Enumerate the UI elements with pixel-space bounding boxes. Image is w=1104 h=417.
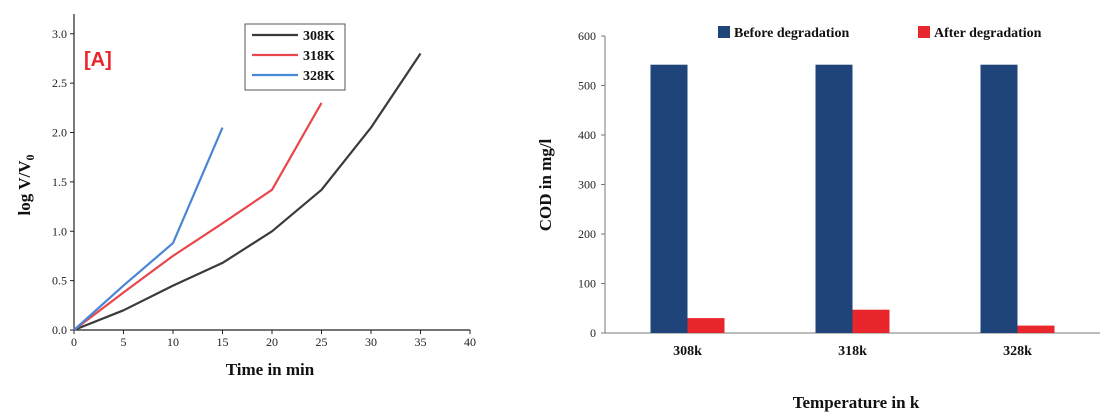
legend-label: Before degradation — [734, 26, 849, 41]
bar-chart-legend: Before degradation After degradation — [718, 26, 1042, 41]
legend-label: 318K — [303, 49, 335, 64]
x-tick-label: 35 — [415, 335, 427, 349]
y-axis-title-subscript: 0 — [23, 155, 37, 161]
y-tick-label: 600 — [578, 29, 596, 43]
bar-chart-bars: 308k 318k 328k — [650, 64, 1055, 359]
x-tick-label: 30 — [365, 335, 377, 349]
y-tick-label: 0.5 — [52, 274, 67, 288]
legend-label: 308K — [303, 29, 335, 44]
x-category-label: 328k — [1003, 344, 1032, 359]
x-tick-label: 5 — [121, 335, 127, 349]
y-tick-label: 100 — [578, 277, 596, 291]
y-tick-label: 2.5 — [52, 76, 67, 90]
series-line-318k — [73, 102, 323, 331]
legend-swatch — [918, 26, 930, 38]
bar-chart-y-axis-title-group: COD in mg/l — [536, 138, 555, 231]
bar-before-328k — [980, 64, 1018, 333]
x-tick-label: 40 — [464, 335, 476, 349]
y-tick-label: 3.0 — [52, 27, 67, 41]
y-tick-label: 1.0 — [52, 224, 67, 238]
y-tick-label: 2.0 — [52, 126, 67, 140]
bar-after-328k — [1017, 325, 1055, 333]
x-category-label: 308k — [673, 344, 702, 359]
y-tick-label: 0 — [590, 326, 596, 340]
line-chart-x-axis-title: Time in min — [226, 360, 315, 379]
bar-chart-x-axis-title: Temperature in k — [793, 393, 920, 412]
x-tick-label: 0 — [71, 335, 77, 349]
y-tick-label: 300 — [578, 178, 596, 192]
bar-after-308k — [687, 318, 725, 333]
bar-after-318k — [852, 309, 890, 333]
series-line-328k — [73, 127, 224, 331]
line-chart-legend: 308K 318K 328K — [244, 23, 346, 91]
legend-swatch — [718, 26, 730, 38]
y-tick-label: 0.0 — [52, 323, 67, 337]
bar-chart-y-axis-title: COD in mg/l — [536, 138, 555, 231]
line-chart-axes: 0 5 10 15 20 25 30 35 40 0.0 0.5 1.0 1.5 2.0 2.5 3.0 — [52, 14, 476, 349]
legend-label: 328K — [303, 69, 335, 84]
x-tick-label: 10 — [167, 335, 179, 349]
y-axis-title-main: log V/V — [15, 160, 34, 216]
legend-entries: 308K 318K 328K — [252, 29, 335, 84]
series-line-308k — [73, 52, 422, 332]
x-tick-label: 15 — [217, 335, 229, 349]
y-tick-label: 200 — [578, 227, 596, 241]
y-tick-label: 400 — [578, 128, 596, 142]
bar-chart: 0 100 200 300 400 500 600 308k 318k 328k Before … — [536, 26, 1100, 412]
line-chart: 0 5 10 15 20 25 30 35 40 0.0 0.5 1.0 1.5 2.0 2.5 3.0 [A… — [15, 14, 476, 379]
line-chart-series — [73, 52, 422, 332]
line-chart-y-axis-title-group: log V/V0 — [15, 155, 37, 216]
y-tick-label: 500 — [578, 79, 596, 93]
panel-label: [A] — [84, 49, 112, 71]
bar-before-308k — [650, 64, 688, 333]
x-tick-label: 20 — [266, 335, 278, 349]
x-category-label: 318k — [838, 344, 867, 359]
legend-label: After degradation — [934, 26, 1042, 41]
y-tick-label: 1.5 — [52, 175, 67, 189]
line-chart-y-axis-title: log V/V0 — [15, 155, 37, 216]
x-tick-label: 25 — [316, 335, 328, 349]
bar-before-318k — [815, 64, 853, 333]
